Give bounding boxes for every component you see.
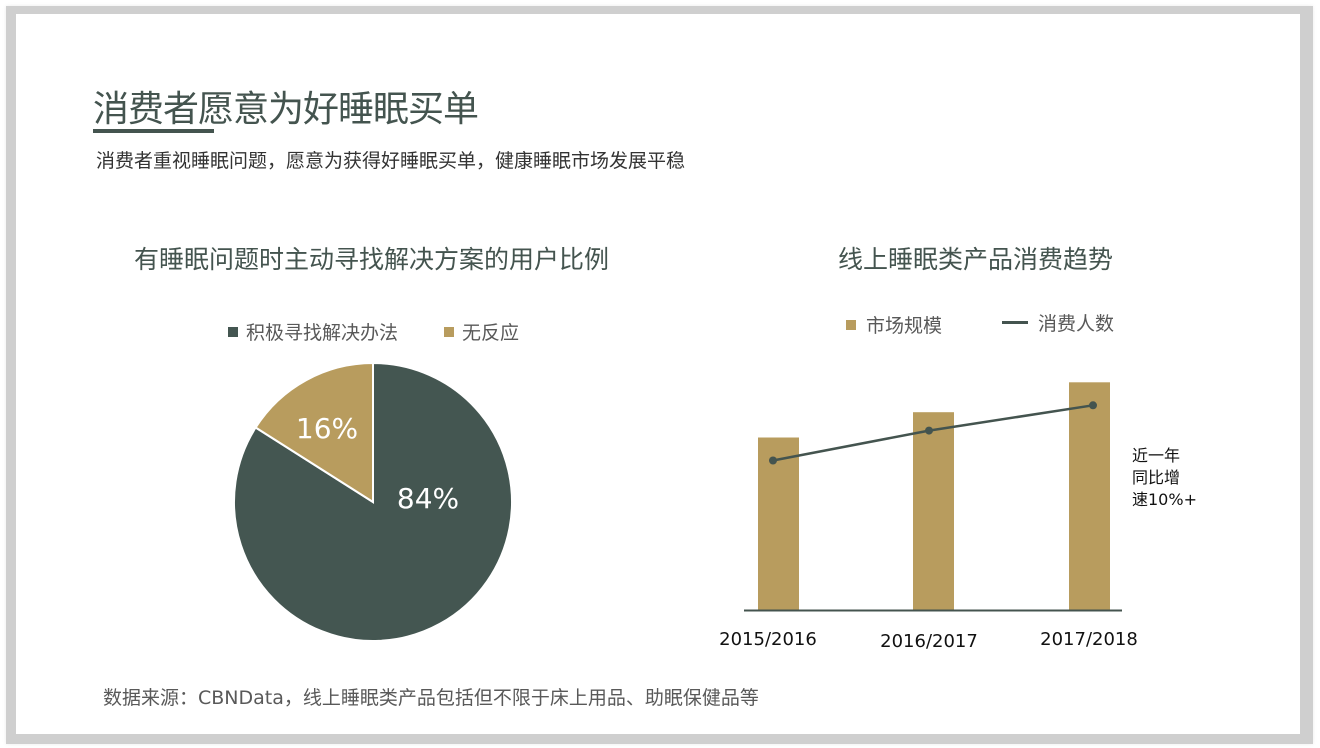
page-title: 消费者愿意为好睡眠买单 (93, 89, 479, 130)
title-underline (93, 129, 214, 133)
bar-line-chart (744, 382, 1122, 612)
annotation-line: 速10%+ (1132, 490, 1197, 509)
bar-legend-item-consumers: 消费人数 (1002, 309, 1114, 336)
pie-chart: 84% 16% (233, 361, 513, 642)
pie-slice-label: 84% (397, 482, 459, 515)
bar-chart-title: 线上睡眠类产品消费趋势 (838, 245, 1114, 274)
legend-line-marker (1002, 321, 1028, 324)
bar (1069, 382, 1110, 610)
line-point (925, 426, 933, 435)
pie-legend-item-active: 积极寻找解决办法 (228, 318, 398, 345)
bar-legend-item-market: 市场规模 (846, 311, 942, 338)
legend-label: 无反应 (462, 322, 520, 344)
bar (913, 412, 954, 610)
legend-label: 积极寻找解决办法 (246, 322, 399, 344)
line-point (1089, 401, 1097, 410)
pie-slice-label: 16% (296, 412, 358, 445)
legend-swatch-dark (228, 326, 238, 337)
pie-slice (233, 361, 513, 642)
slide (16, 14, 1300, 734)
legend-swatch-gold (846, 319, 856, 330)
legend-label: 消费人数 (1038, 313, 1115, 335)
annotation-line: 同比增 (1132, 468, 1181, 487)
bar (758, 437, 799, 610)
x-axis-label: 2015/2016 (719, 629, 817, 650)
x-axis-label: 2016/2017 (880, 631, 978, 652)
page-subtitle: 消费者重视睡眠问题，愿意为获得好睡眠买单，健康睡眠市场发展平稳 (96, 150, 686, 172)
line-point (769, 456, 777, 465)
pie-slice (254, 361, 374, 504)
data-source-note: 数据来源：CBNData，线上睡眠类产品包括但不限于床上用品、助眠保健品等 (103, 687, 759, 709)
annotation-line: 近一年 (1132, 446, 1181, 465)
legend-label: 市场规模 (866, 315, 943, 337)
growth-annotation: 近一年 同比增 速10%+ (1132, 445, 1197, 511)
pie-chart-title: 有睡眠问题时主动寻找解决方案的用户比例 (134, 245, 610, 274)
legend-swatch-gold (444, 326, 454, 337)
x-axis-label: 2017/2018 (1040, 629, 1138, 650)
pie-legend-item-none: 无反应 (444, 318, 519, 345)
